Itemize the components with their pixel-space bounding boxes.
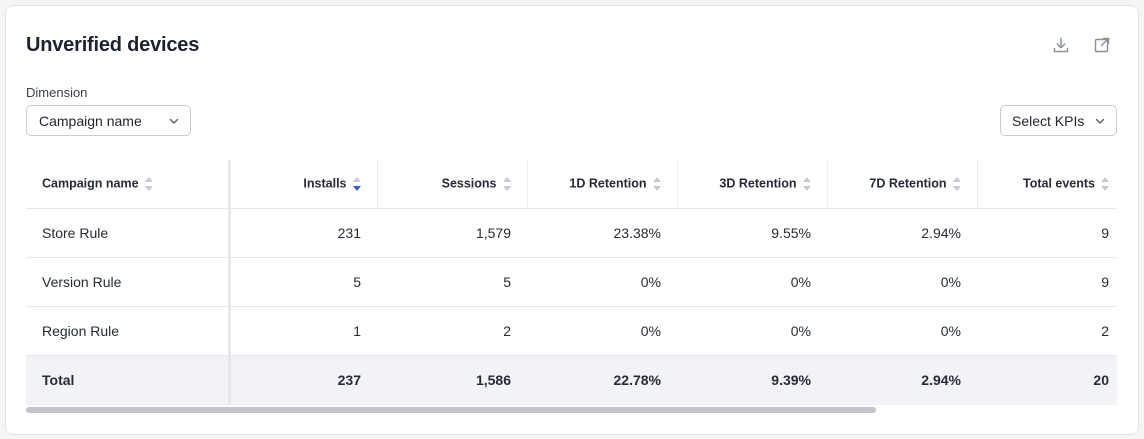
select-kpis-label: Select KPIs [1012, 112, 1085, 129]
total-total-events: 20 [977, 355, 1117, 405]
cell-campaign-name: Region Rule [26, 306, 231, 356]
chevron-down-icon [169, 118, 179, 124]
sort-icon [652, 176, 661, 192]
card-title: Unverified devices [26, 34, 200, 56]
dimension-label: Dimension [26, 85, 88, 100]
data-table-container: Campaign name Installs Sessions 1D Reten… [26, 160, 1117, 406]
cell-installs: 1 [229, 306, 377, 356]
column-header-installs[interactable]: Installs [229, 160, 378, 209]
total-1d-retention: 22.78% [527, 355, 677, 405]
cell-total-events: 9 [977, 257, 1117, 307]
table-row[interactable]: Region Rule 1 2 0% 0% 0% 2 [26, 306, 1117, 356]
dimension-select-value: Campaign name [39, 112, 142, 129]
data-table: Campaign name Installs Sessions 1D Reten… [26, 160, 1117, 405]
cell-sessions: 2 [377, 306, 527, 356]
sort-icon [1101, 176, 1109, 192]
table-total-row: Total 237 1,586 22.78% 9.39% 2.94% 20 [26, 355, 1117, 405]
cell-campaign-name: Version Rule [26, 257, 231, 307]
cell-total-events: 9 [977, 208, 1117, 258]
cell-1d-retention: 0% [527, 306, 677, 356]
cell-sessions: 1,579 [377, 208, 527, 258]
cell-installs: 5 [229, 257, 377, 307]
table-row[interactable]: Version Rule 5 5 0% 0% 0% 9 [26, 257, 1117, 307]
sort-icon [502, 176, 511, 192]
sort-icon [144, 176, 153, 192]
column-header-7d-retention[interactable]: 7D Retention [827, 160, 978, 209]
cell-7d-retention: 0% [827, 257, 977, 307]
external-link-icon [1094, 37, 1110, 53]
cell-3d-retention: 0% [677, 257, 827, 307]
cell-installs: 231 [229, 208, 377, 258]
sort-icon [802, 176, 811, 192]
download-icon [1053, 37, 1069, 53]
column-header-total-events[interactable]: Total events [977, 160, 1117, 209]
sort-descending-icon [352, 176, 361, 192]
cell-7d-retention: 2.94% [827, 208, 977, 258]
chevron-down-icon [1095, 118, 1105, 124]
cell-1d-retention: 0% [527, 257, 677, 307]
cell-7d-retention: 0% [827, 306, 977, 356]
download-button[interactable] [1050, 34, 1072, 56]
cell-1d-retention: 23.38% [527, 208, 677, 258]
table-row[interactable]: Store Rule 231 1,579 23.38% 9.55% 2.94% … [26, 208, 1117, 258]
cell-total-events: 2 [977, 306, 1117, 356]
cell-sessions: 5 [377, 257, 527, 307]
total-label: Total [26, 355, 231, 405]
column-header-1d-retention[interactable]: 1D Retention [527, 160, 678, 209]
scrollbar-thumb[interactable] [26, 407, 876, 413]
select-kpis-dropdown[interactable]: Select KPIs [1000, 105, 1117, 136]
unverified-devices-card: Unverified devices Dimension Campaign na… [5, 5, 1139, 435]
sort-icon [952, 176, 961, 192]
cell-campaign-name: Store Rule [26, 208, 231, 258]
cell-3d-retention: 9.55% [677, 208, 827, 258]
column-header-campaign-name[interactable]: Campaign name [26, 160, 231, 209]
column-header-3d-retention[interactable]: 3D Retention [677, 160, 828, 209]
cell-3d-retention: 0% [677, 306, 827, 356]
total-3d-retention: 9.39% [677, 355, 827, 405]
horizontal-scrollbar[interactable] [26, 406, 1117, 414]
total-installs: 237 [229, 355, 377, 405]
dimension-select[interactable]: Campaign name [26, 105, 191, 136]
column-header-sessions[interactable]: Sessions [377, 160, 528, 209]
table-header-row: Campaign name Installs Sessions 1D Reten… [26, 160, 1117, 209]
total-7d-retention: 2.94% [827, 355, 977, 405]
total-sessions: 1,586 [377, 355, 527, 405]
export-button[interactable] [1091, 34, 1113, 56]
